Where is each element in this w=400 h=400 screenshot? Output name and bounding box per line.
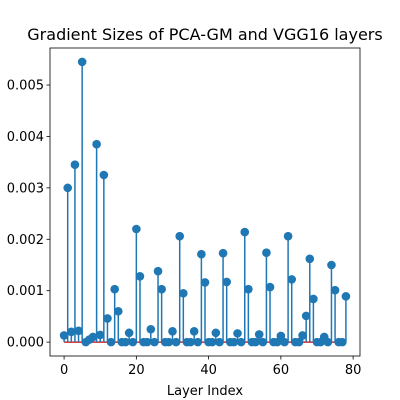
x-axis-ticks: 0 20 40 60 80 [60,356,361,378]
chart-title: Gradient Sizes of PCA-GM and VGG16 layer… [27,25,382,44]
data-point [146,324,156,334]
data-point [265,282,275,292]
data-point [168,327,177,336]
data-point [236,337,246,347]
data-point [88,332,98,342]
data-point [251,337,260,347]
data-point [59,331,69,340]
data-point [341,292,351,301]
data-point [287,275,297,284]
data-point [164,337,174,347]
data-point [171,337,181,347]
data-point [229,337,239,347]
data-point [150,337,159,347]
data-point [113,306,123,316]
data-point [218,248,228,258]
data-point [103,314,112,323]
data-point [197,249,206,259]
data-point [121,337,130,347]
data-point [262,248,271,257]
data-point [211,328,221,338]
y-tick-label: 0.002 [7,233,44,248]
data-point [258,337,268,347]
data-point [305,254,315,264]
data-point [193,337,203,347]
data-point [189,327,199,336]
x-tick-label: 0 [60,363,68,378]
data-point [95,330,105,340]
data-point [254,330,264,339]
stem-lines [63,61,347,343]
data-point [124,328,134,338]
data-point [157,284,166,294]
data-point [244,284,253,294]
stem-markers [59,57,351,347]
data-point [179,288,188,298]
data-point [327,260,336,270]
data-point [309,294,318,304]
data-point [207,337,217,347]
y-tick-label: 0.003 [7,181,44,196]
data-point [106,337,116,347]
data-point [135,272,145,281]
data-point [240,227,250,237]
data-point [283,231,293,241]
data-point [330,285,340,295]
data-point [70,160,80,170]
data-point [128,337,138,347]
data-point [337,337,347,347]
data-point [74,326,83,336]
y-tick-label: 0.000 [7,336,44,351]
x-tick-label: 60 [273,363,290,378]
data-point [110,284,119,294]
x-tick-label: 20 [128,363,145,378]
y-tick-label: 0.005 [7,79,44,94]
data-point [153,266,163,276]
data-point [233,329,242,338]
data-point [215,337,224,347]
data-point [323,337,333,347]
data-point [301,311,311,321]
y-axis-ticks: 0.000 0.001 0.002 0.003 0.004 0.005 [7,79,50,351]
data-point [63,183,73,193]
data-point [175,231,185,241]
axes-frame [49,47,361,357]
data-point [92,139,101,149]
data-point [186,337,195,347]
data-point [298,331,307,340]
data-point [200,278,210,287]
data-point [77,57,87,67]
data-point [142,337,152,347]
data-point [280,337,289,347]
data-point [99,170,109,180]
x-tick-label: 80 [345,363,362,378]
data-point [222,277,231,287]
data-point [294,337,304,347]
data-point [67,327,76,337]
plot-area-border [49,47,361,357]
y-tick-label: 0.004 [7,130,44,145]
y-tick-label: 0.001 [7,284,44,299]
x-axis-label: Layer Index [167,384,243,399]
x-tick-label: 40 [200,363,217,378]
data-point [132,224,141,234]
